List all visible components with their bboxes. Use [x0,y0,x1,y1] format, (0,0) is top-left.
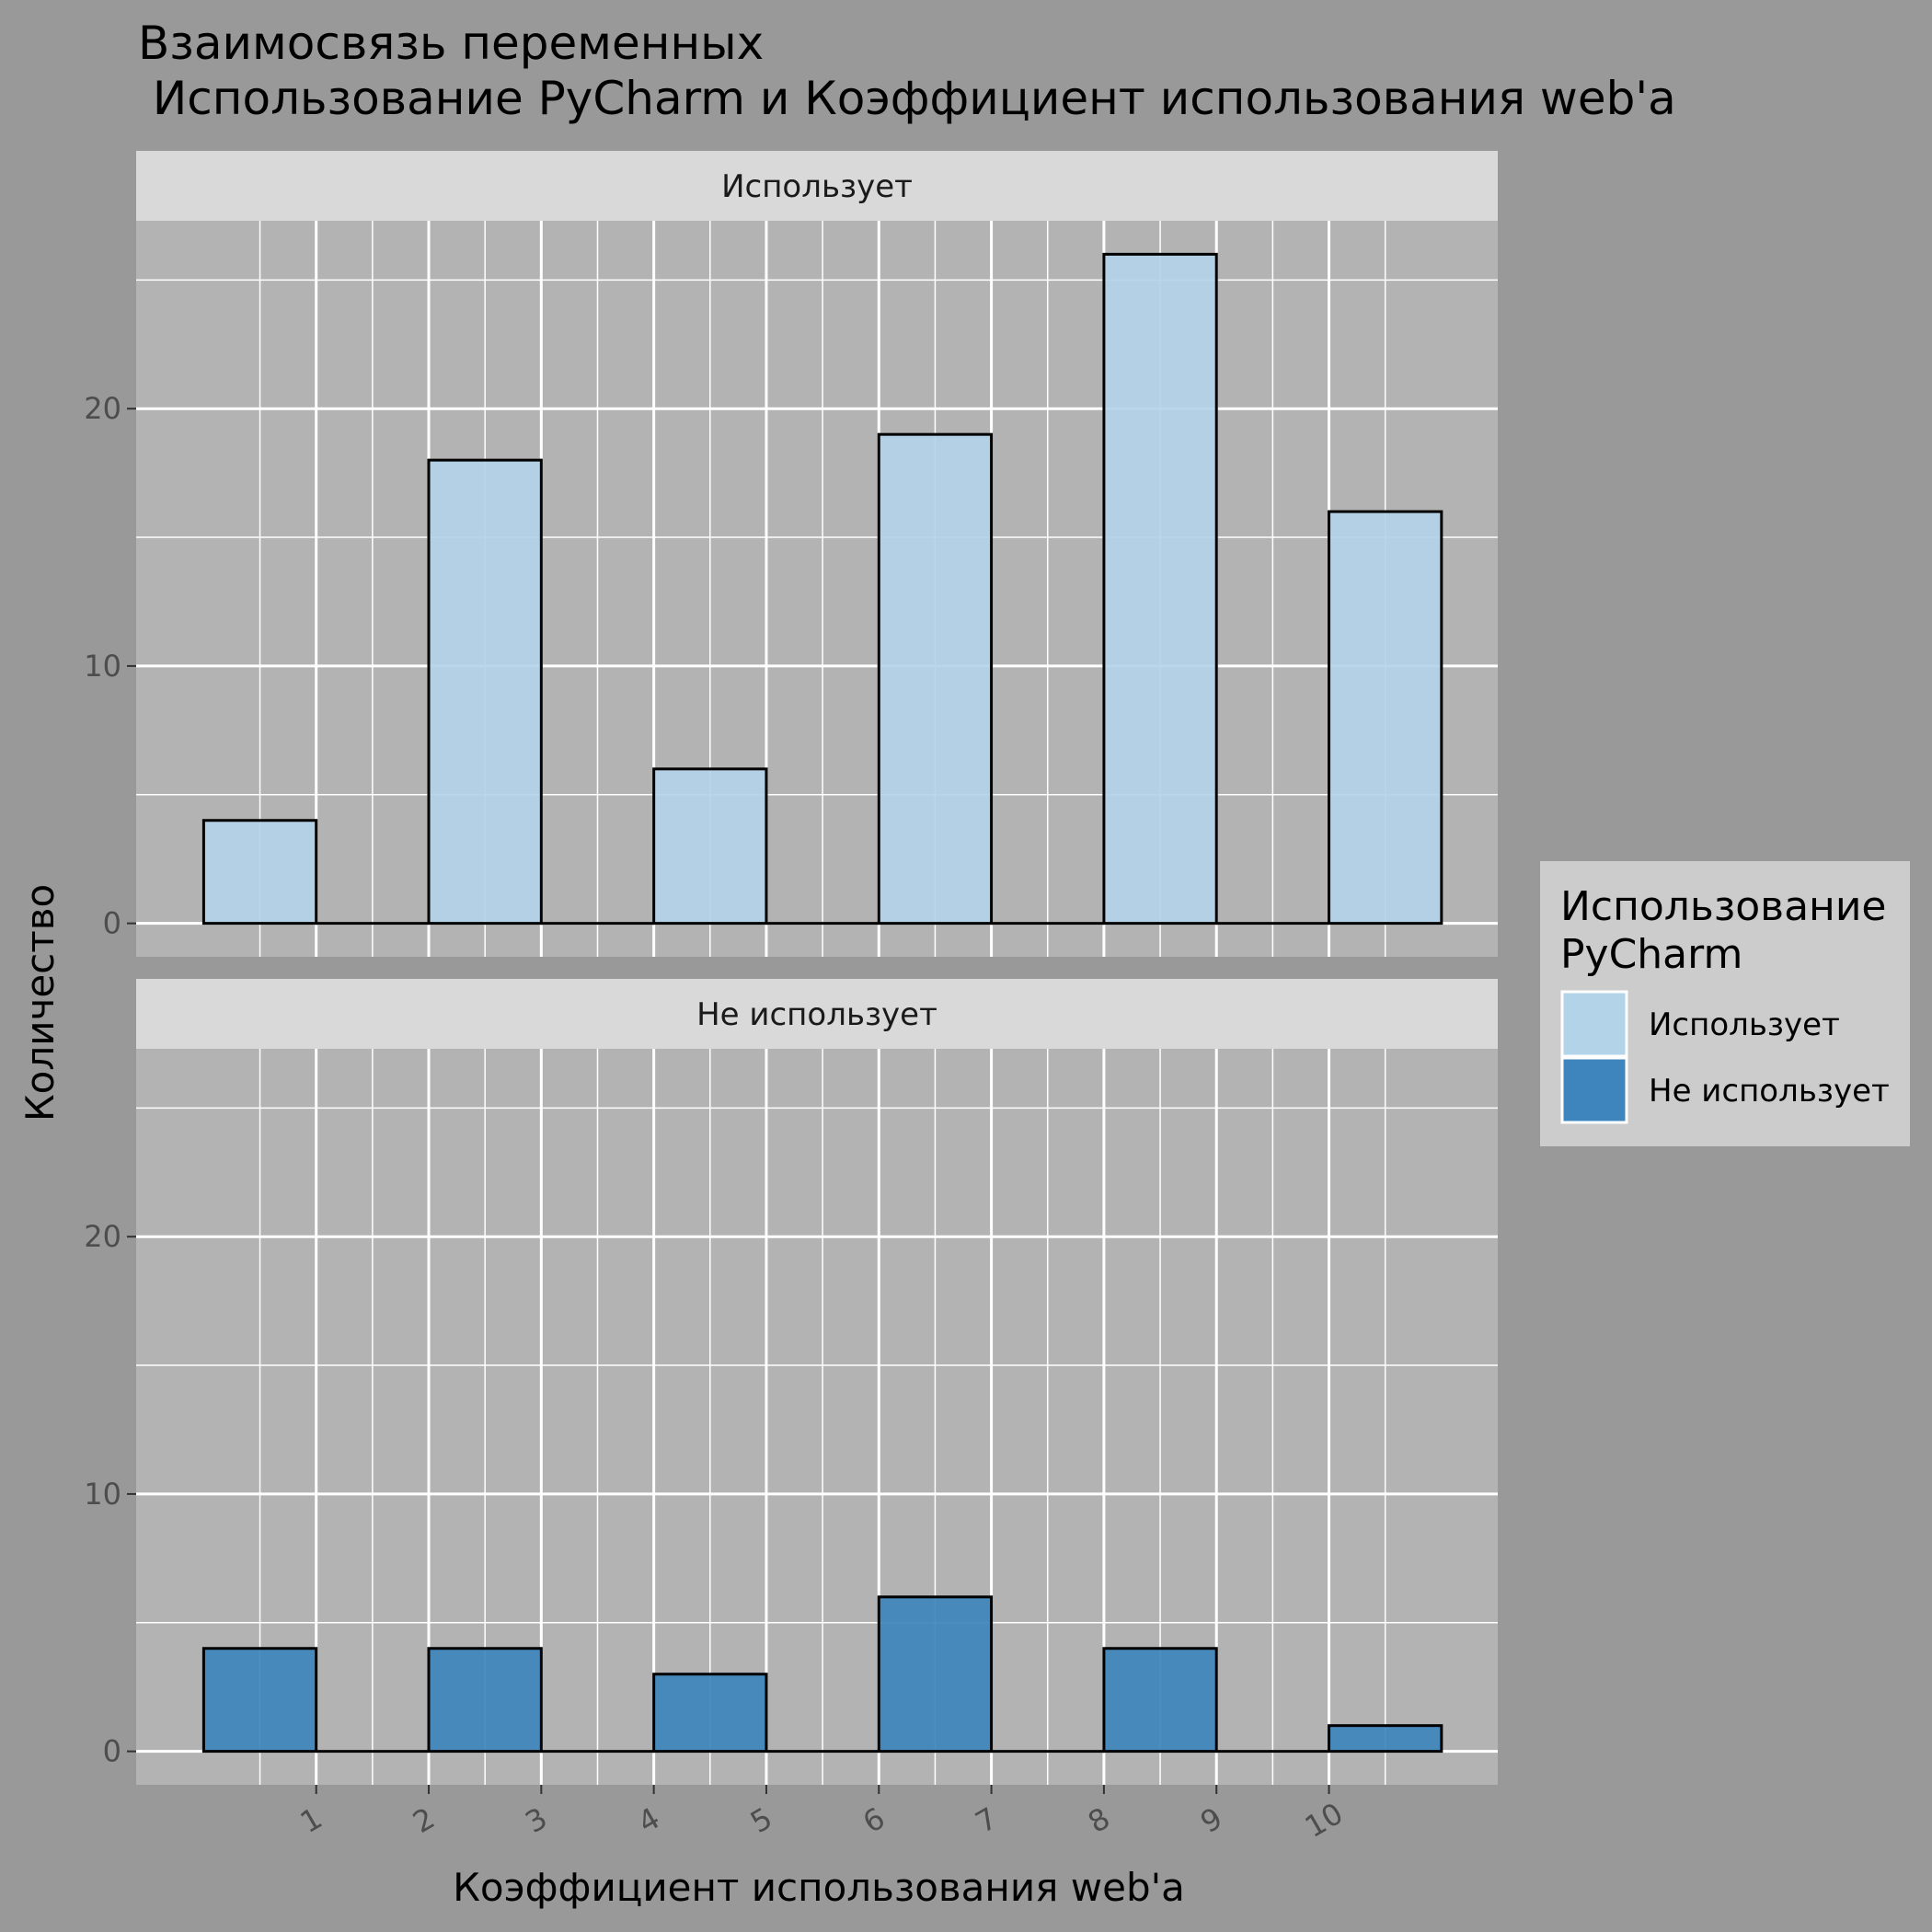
legend-swatch-1 [1560,990,1628,1058]
bar-uses-3 [652,767,768,926]
x-axis-title: Коэффициент использования web'а [453,1865,1185,1910]
facet-strip-label: Не использует [696,996,937,1033]
bar-not-uses-1 [201,1647,318,1754]
legend-swatch-2 [1560,1056,1628,1124]
bar-not-uses-4 [877,1595,994,1754]
y-axis-title: Количество [17,884,63,1121]
bar-uses-5 [1102,252,1218,926]
facet-strip [136,979,1498,1049]
bar-not-uses-2 [427,1647,543,1754]
legend: Использование PyCharm Использует Не испол… [1540,861,1910,1146]
legend-title-line1: Использование [1560,883,1887,930]
bar-uses-1 [201,819,318,926]
facet-panel-1: Использует 0 10 20 [84,151,1498,957]
y-tick-label: 20 [84,1219,121,1254]
legend-label-1: Использует [1649,1006,1840,1043]
bar-not-uses-5 [1102,1647,1218,1754]
y-tick-label: 10 [84,649,121,684]
y-tick-label: 10 [84,1477,121,1512]
y-tick-label: 0 [103,1734,121,1769]
y-tick-label: 20 [84,391,121,426]
y-tick-label: 0 [103,906,121,941]
panel-background [136,1049,1498,1785]
bar-uses-4 [877,432,994,926]
bar-uses-2 [427,458,543,926]
chart-title: Взаимосвязь переменных [138,17,764,70]
legend-title-line2: PyCharm [1560,931,1742,978]
facet-strip-label: Использует [721,168,913,205]
facet-strip [136,151,1498,221]
chart-subtitle: Использование PyCharm и Коэффициент испо… [138,72,1676,125]
panel-background [136,221,1498,957]
legend-label-2: Не использует [1649,1073,1890,1110]
bar-not-uses-3 [652,1673,768,1754]
bar-not-uses-6 [1328,1724,1443,1754]
bar-uses-6 [1328,510,1443,926]
